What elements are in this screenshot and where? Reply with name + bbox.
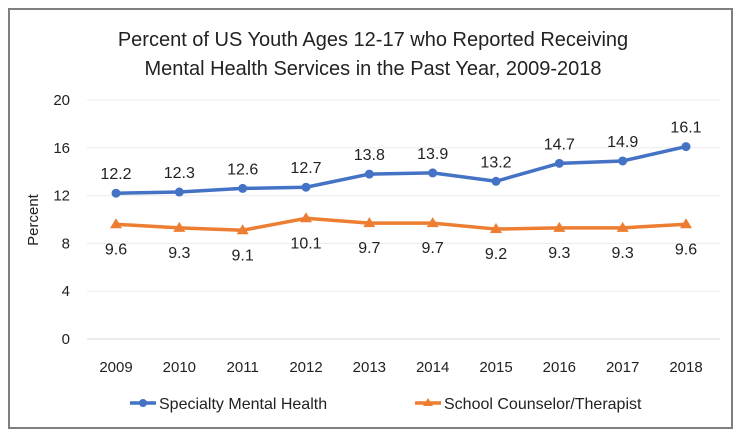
series-line <box>115 216 687 233</box>
data-point <box>428 168 438 178</box>
gridlines <box>87 99 720 340</box>
data-point <box>490 223 502 234</box>
data-point <box>426 217 439 228</box>
series-layer: 12.2 12.3 12.6 12.7 13.8 13.9 13.2 14.7 14.9 16.1… <box>100 120 701 265</box>
data-label: 13.2 <box>480 154 511 171</box>
data-label: 14.9 <box>607 134 638 151</box>
data-label: 9.3 <box>548 245 570 262</box>
y-tick-label: 16 <box>53 140 70 157</box>
legend-item: Specialty Mental Health <box>130 396 327 413</box>
x-tick-label: 2014 <box>416 359 449 376</box>
y-tick-label: 20 <box>53 92 70 109</box>
x-tick-label: 2018 <box>669 359 702 376</box>
y-tick-label: 8 <box>62 235 70 252</box>
x-tick-label: 2017 <box>606 359 639 376</box>
data-label: 9.3 <box>168 245 190 262</box>
data-label: 12.7 <box>290 160 321 177</box>
data-label: 12.3 <box>164 165 195 182</box>
data-label: 13.9 <box>417 146 448 163</box>
data-label: 13.8 <box>354 147 385 164</box>
y-tick-label: 4 <box>62 283 70 300</box>
data-point <box>491 176 501 186</box>
data-point <box>553 221 566 232</box>
x-tick-label: 2012 <box>289 359 322 376</box>
series-school-counselor-therapist: 9.6 9.3 9.1 10.1 9.7 9.7 9.2 9.3 9.3 9.6 <box>105 212 697 264</box>
data-label: 14.7 <box>544 136 575 153</box>
data-label: 9.7 <box>358 240 380 257</box>
data-label: 9.7 <box>422 240 444 257</box>
x-tick-label: 2013 <box>353 359 386 376</box>
data-label: 12.2 <box>100 166 131 183</box>
data-label: 10.1 <box>290 235 321 252</box>
data-point <box>618 156 628 166</box>
data-point <box>363 217 376 228</box>
data-point <box>554 158 564 168</box>
data-label: 9.6 <box>675 241 697 258</box>
legend-marker-circle-icon <box>139 399 147 407</box>
data-label: 9.1 <box>232 247 254 264</box>
data-point <box>236 224 249 235</box>
data-point <box>681 142 691 152</box>
data-label: 9.3 <box>612 245 634 262</box>
chart-title-line-2: Mental Health Services in the Past Year,… <box>144 58 602 80</box>
data-label: 9.2 <box>485 246 507 263</box>
chart-title-line-1: Percent of US Youth Ages 12-17 who Repor… <box>117 29 629 51</box>
x-tick-label: 2010 <box>163 359 196 376</box>
legend-marker-triangle-icon <box>423 398 433 406</box>
series-specialty-mental-health: 12.2 12.3 12.6 12.7 13.8 13.9 13.2 14.7 14.9 16.1 <box>100 120 702 198</box>
x-tick-label: 2009 <box>99 359 132 376</box>
y-axis-label: Percent <box>25 193 42 246</box>
data-point <box>110 218 122 229</box>
x-tick-label: 2016 <box>543 359 576 376</box>
legend-label: School Counselor/Therapist <box>444 396 642 413</box>
legend-label: Specialty Mental Health <box>159 396 327 413</box>
x-tick-label: 2011 <box>227 359 259 376</box>
data-point <box>174 187 184 197</box>
data-point <box>173 221 186 232</box>
x-axis-ticks: 2009 2010 2011 2012 2013 2014 2015 2016 2017 2018 <box>99 359 702 376</box>
data-point <box>364 169 374 179</box>
series-line <box>115 144 687 195</box>
data-point <box>616 221 629 232</box>
data-label: 16.1 <box>670 120 701 137</box>
chart-title: Percent of US Youth Ages 12-17 who Repor… <box>0 26 746 84</box>
data-point <box>301 182 311 192</box>
y-axis-ticks: 0 4 8 12 16 20 <box>53 92 70 348</box>
data-point <box>300 212 312 223</box>
y-tick-label: 12 <box>53 188 70 205</box>
legend-item: School Counselor/Therapist <box>415 396 642 413</box>
y-tick-label: 0 <box>62 331 70 348</box>
data-point <box>680 218 692 229</box>
chart-frame <box>8 8 733 429</box>
x-tick-label: 2015 <box>479 359 512 376</box>
data-point <box>238 183 248 193</box>
data-label: 9.6 <box>105 241 127 258</box>
data-point <box>111 188 121 198</box>
legend: Specialty Mental Health School Counselor/… <box>130 396 642 413</box>
data-label: 12.6 <box>227 161 258 178</box>
